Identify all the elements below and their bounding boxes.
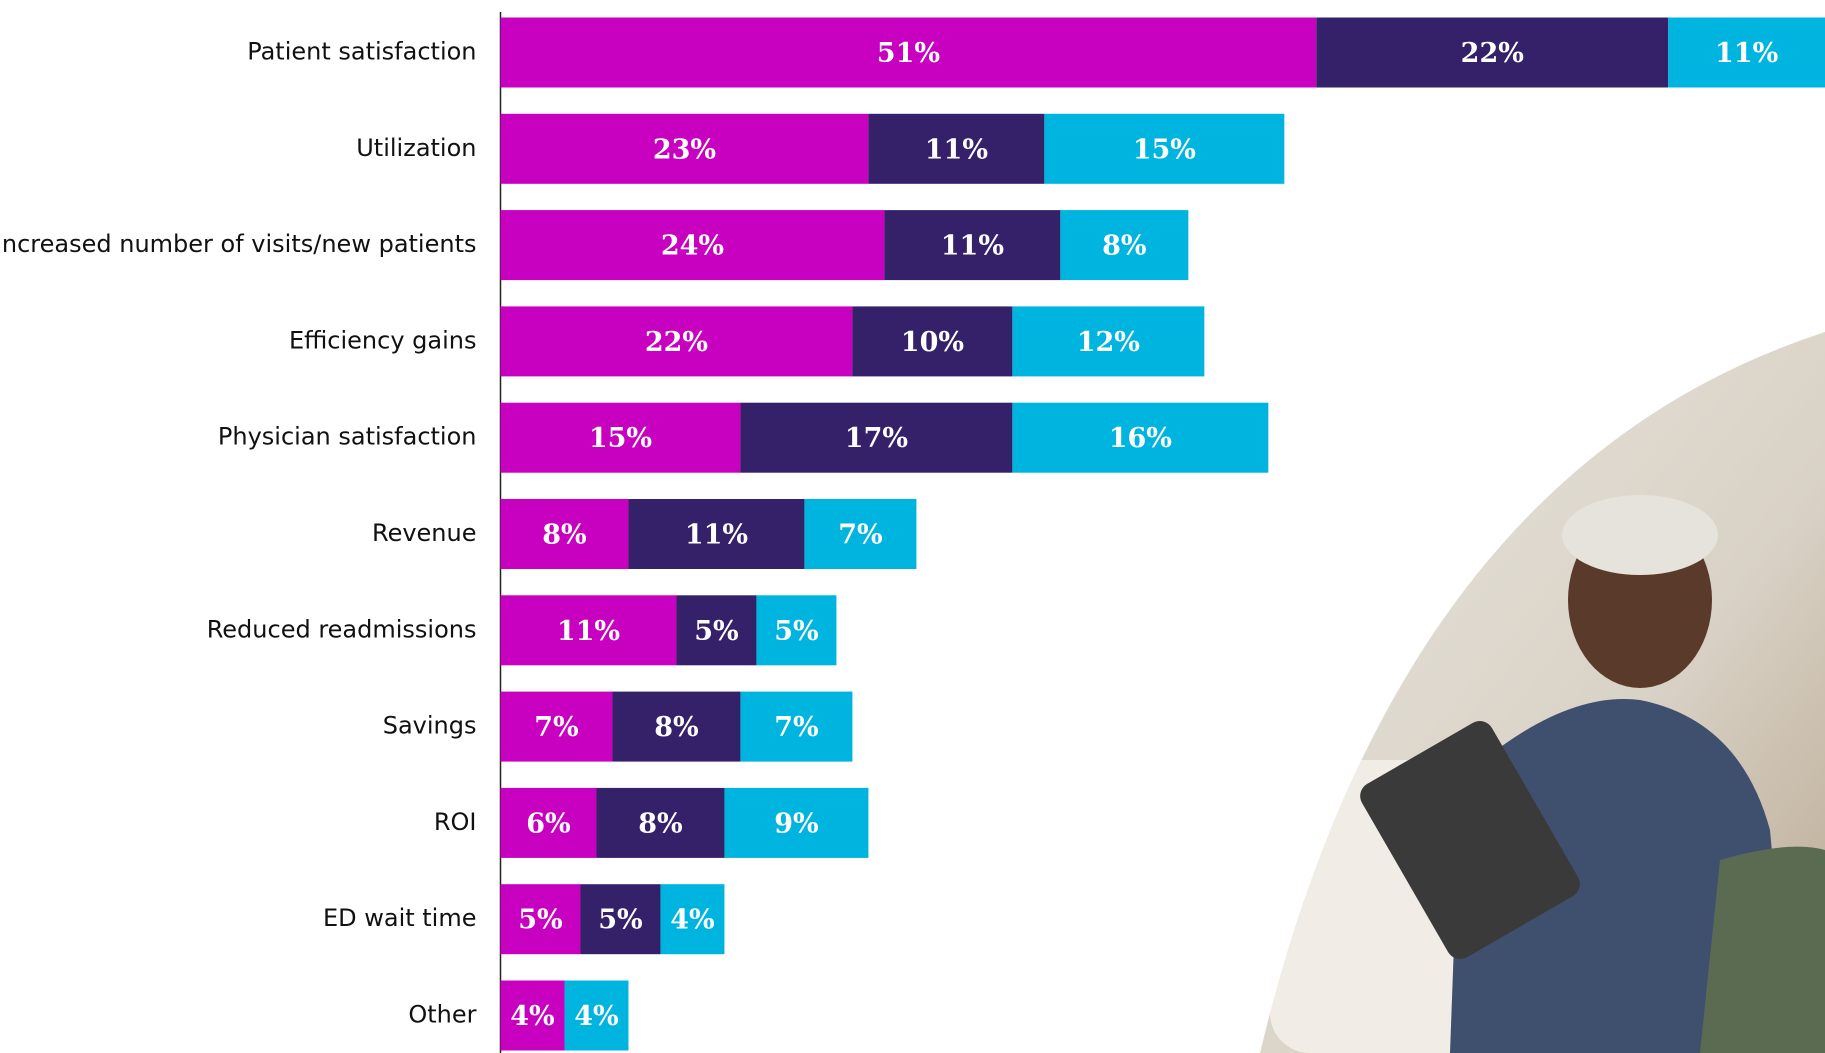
bar-segment	[500, 691, 613, 762]
category-label: Utilization	[356, 134, 476, 162]
value-label: 7%	[534, 712, 578, 743]
value-label: 6%	[526, 808, 570, 839]
category-label: ROI	[434, 808, 477, 836]
bar-segment	[500, 595, 677, 666]
bar-segment	[1060, 210, 1189, 281]
value-label: 11%	[557, 616, 620, 647]
bar-segment	[676, 595, 757, 666]
sweater	[1450, 699, 1790, 1053]
bar-segment	[500, 884, 581, 955]
value-label: 22%	[1461, 38, 1524, 69]
tablet	[1360, 721, 1580, 959]
category-label: Other	[408, 1001, 476, 1029]
value-label: 11%	[925, 134, 988, 165]
value-label: 51%	[877, 38, 940, 69]
bar-segment	[868, 113, 1045, 184]
sleeve	[1700, 846, 1825, 1053]
bar-segment	[500, 402, 741, 473]
value-label: 12%	[1077, 327, 1140, 358]
value-label: 8%	[654, 712, 698, 743]
bar-segment	[500, 499, 629, 569]
hair	[1562, 495, 1718, 575]
value-label: 24%	[661, 231, 724, 262]
value-label: 4%	[670, 905, 714, 936]
bar-segment	[660, 884, 725, 955]
bar-segment	[852, 306, 1013, 377]
bar-segment	[580, 884, 661, 955]
value-label: 17%	[845, 423, 908, 454]
bar-segment	[564, 980, 629, 1051]
bar-segment	[500, 17, 1317, 88]
value-label: 15%	[589, 423, 652, 454]
category-label: ED wait time	[323, 904, 477, 932]
value-label: 7%	[838, 520, 882, 551]
bar-segment	[596, 787, 725, 858]
bar-segment	[1668, 17, 1825, 88]
bar-segment	[500, 113, 869, 184]
value-label: 8%	[1102, 231, 1146, 262]
category-label: Reduced readmissions	[207, 615, 477, 643]
bar-segment	[740, 691, 853, 762]
value-label: 10%	[901, 327, 964, 358]
bar-segment	[724, 787, 869, 858]
bar-segment	[628, 499, 805, 569]
value-label: 23%	[653, 134, 716, 165]
bar-segment	[740, 402, 1013, 473]
bar-segment	[500, 210, 885, 281]
value-label: 11%	[941, 231, 1004, 262]
category-label: Savings	[383, 712, 477, 740]
bar-segment	[1012, 306, 1205, 377]
value-label: 16%	[1109, 423, 1172, 454]
value-label: 5%	[598, 905, 642, 936]
value-label: 7%	[774, 712, 818, 743]
value-label: 5%	[694, 616, 738, 647]
category-label: Physician satisfaction	[218, 423, 477, 451]
photo	[1260, 332, 1825, 1053]
bar-segment	[884, 210, 1061, 281]
bar-segment	[500, 306, 853, 377]
value-label: 5%	[518, 905, 562, 936]
value-label: 4%	[574, 1001, 618, 1032]
value-label: 15%	[1133, 134, 1196, 165]
bar-segment	[500, 980, 565, 1051]
category-label: Efficiency gains	[289, 326, 477, 354]
bar-segment	[804, 499, 917, 569]
value-label: 4%	[510, 1001, 554, 1032]
value-label: 9%	[774, 808, 818, 839]
value-label: 5%	[774, 616, 818, 647]
value-label: 22%	[645, 327, 708, 358]
category-label: Patient satisfaction	[247, 38, 476, 66]
bar-segment	[1044, 113, 1285, 184]
value-label: 8%	[542, 520, 586, 551]
bar-segment	[1316, 17, 1669, 88]
bar-segment	[612, 691, 741, 762]
bar-segment	[756, 595, 837, 666]
bar-segment	[1012, 402, 1269, 473]
value-label: 11%	[685, 520, 748, 551]
plot: Patient satisfaction 51% 22% 11% Utilization…	[0, 17, 1825, 1051]
value-label: 8%	[638, 808, 682, 839]
bar-segment	[500, 787, 597, 858]
value-label: 11%	[1715, 38, 1778, 69]
category-label: Increased number of visits/new patients	[0, 230, 477, 258]
category-label: Revenue	[372, 519, 477, 547]
